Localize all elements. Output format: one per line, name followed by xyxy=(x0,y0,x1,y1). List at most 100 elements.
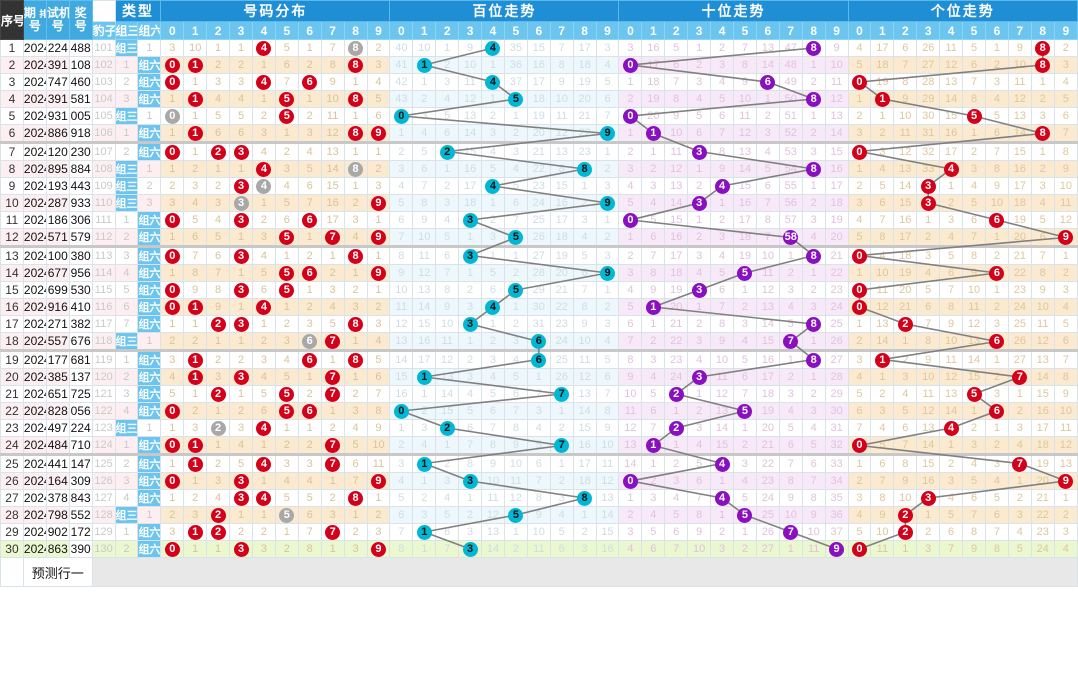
table-row[interactable]: 52024179931005105组三101552521116035132119… xyxy=(0,107,1078,125)
sub-header-units-8[interactable]: 8 xyxy=(1030,21,1055,40)
sub-header-units-5[interactable]: 5 xyxy=(962,21,986,40)
sub-header-units-2[interactable]: 2 xyxy=(893,21,918,40)
sub-header-units-6[interactable]: 6 xyxy=(984,21,1009,40)
table-row[interactable]: 1720241912713821177组六1123123583121510312… xyxy=(0,315,1078,333)
table-row[interactable]: 420241783915811043组六11441511085432412151… xyxy=(0,90,1078,108)
table-row[interactable]: 3020242048633901302组六0113328139817314211… xyxy=(0,540,1078,558)
sub-header-units-7[interactable]: 7 xyxy=(1007,21,1032,40)
table-row[interactable]: 182024192557676118组三12211236714131611123… xyxy=(0,332,1078,351)
col-header-index[interactable]: 序号 xyxy=(0,0,24,40)
table-row[interactable]: 92024183193443109组三223234461513472174523… xyxy=(0,177,1078,195)
cell-issue[interactable]: 2024178 xyxy=(22,90,47,108)
table-row[interactable]: 220241763911081021组六01221628834112101361… xyxy=(0,56,1078,74)
cell-issue[interactable]: 2024201 xyxy=(22,489,47,507)
cell-issue[interactable]: 2024179 xyxy=(22,107,47,125)
sub-header-distribution-5[interactable]: 5 xyxy=(274,21,299,40)
cell-issue[interactable]: 2024203 xyxy=(22,523,47,541)
sub-header-distribution-1[interactable]: 1 xyxy=(183,21,208,40)
table-row[interactable]: 2720242013788431274组六1243455281524111128… xyxy=(0,489,1078,507)
table-row[interactable]: 2120241956517251213组六5121552727161144567… xyxy=(0,385,1078,403)
table-row[interactable]: 102024184287933110组三33433157162958318162… xyxy=(0,194,1078,212)
sub-header-hundreds-2[interactable]: 2 xyxy=(435,21,460,40)
cell-issue[interactable]: 2024183 xyxy=(22,177,47,195)
sub-header-tens-9[interactable]: 9 xyxy=(824,21,849,40)
sub-header-tens-2[interactable]: 2 xyxy=(664,21,689,40)
sub-header-units-1[interactable]: 1 xyxy=(870,21,895,40)
sub-header-hundreds-9[interactable]: 9 xyxy=(595,21,620,40)
table-row[interactable]: 2520241994411471252组六1125433761131289106… xyxy=(0,453,1078,473)
cell-issue[interactable]: 2024202 xyxy=(22,506,47,524)
table-row[interactable]: 2420241984847101241组六0114122751024178957… xyxy=(0,436,1078,455)
table-row[interactable]: 1520241896995301155组六0983651321101382652… xyxy=(0,281,1078,299)
cell-issue[interactable]: 2024182 xyxy=(22,160,47,178)
sub-header-tens-5[interactable]: 5 xyxy=(733,21,757,40)
col-header-try[interactable]: 试机 号 xyxy=(45,0,70,40)
sub-header-leopard[interactable]: 豹子 xyxy=(91,21,116,40)
table-row[interactable]: 620241808869181061组六11663131289146143220… xyxy=(0,124,1078,143)
table-row[interactable]: 2020241943851371202组六4133451716151133451… xyxy=(0,368,1078,386)
table-row[interactable]: 1620241909164101166组六0191412432111493413… xyxy=(0,298,1078,316)
sub-header-distribution-4[interactable]: 4 xyxy=(251,21,276,40)
cell-issue[interactable]: 2024176 xyxy=(22,56,47,74)
table-row[interactable]: 1420241886779561144组六1871556219912715228… xyxy=(0,264,1078,282)
sub-header-group3[interactable]: 组三 xyxy=(114,21,139,40)
table-row[interactable]: 282024202798552128组三12321156312635212594… xyxy=(0,506,1078,524)
sub-header-hundreds-5[interactable]: 5 xyxy=(503,21,528,40)
table-row[interactable]: 82024182895884108组三112114351482361165422… xyxy=(0,160,1078,178)
sub-header-hundreds-3[interactable]: 3 xyxy=(458,21,483,40)
cell-issue[interactable]: 2024195 xyxy=(22,385,47,403)
cell-issue[interactable]: 2024177 xyxy=(22,73,47,91)
table-row[interactable]: 12024175224488101组三131011451782401019435… xyxy=(0,39,1078,57)
cell-issue[interactable]: 2024180 xyxy=(22,124,47,143)
cell-issue[interactable]: 2024186 xyxy=(22,228,47,247)
table-row[interactable]: 1220241865715791122组六1651351749710513526… xyxy=(0,228,1078,247)
cell-issue[interactable]: 2024189 xyxy=(22,281,47,299)
sub-header-units-3[interactable]: 3 xyxy=(916,21,941,40)
sub-header-hundreds-4[interactable]: 4 xyxy=(481,21,505,40)
sub-header-tens-4[interactable]: 4 xyxy=(710,21,734,40)
col-header-prize[interactable]: 奖 号 xyxy=(68,0,93,40)
sub-header-units-0[interactable]: 0 xyxy=(847,21,872,40)
sub-header-distribution-9[interactable]: 9 xyxy=(366,21,391,40)
cell-issue[interactable]: 2024193 xyxy=(22,349,47,369)
cell-issue[interactable]: 2024192 xyxy=(22,332,47,351)
table-row[interactable]: 1120241851863061111组六0543266173169432725… xyxy=(0,211,1078,229)
sort-icon[interactable]: 排序 xyxy=(39,9,45,19)
cell-issue[interactable]: 2024197 xyxy=(22,419,47,437)
cell-issue[interactable]: 2024198 xyxy=(22,436,47,455)
sub-header-distribution-3[interactable]: 3 xyxy=(229,21,253,40)
cell-issue[interactable]: 2024199 xyxy=(22,453,47,473)
sub-header-tens-6[interactable]: 6 xyxy=(755,21,780,40)
table-row[interactable]: 1920241931776811191组六3122346185141712234… xyxy=(0,349,1078,369)
cell-issue[interactable]: 2024194 xyxy=(22,368,47,386)
cell-issue[interactable]: 2024184 xyxy=(22,194,47,212)
sub-header-tens-8[interactable]: 8 xyxy=(801,21,826,40)
sub-header-distribution-2[interactable]: 2 xyxy=(206,21,231,40)
sub-header-tens-1[interactable]: 1 xyxy=(641,21,666,40)
sub-header-hundreds-0[interactable]: 0 xyxy=(389,21,414,40)
sub-header-hundreds-1[interactable]: 1 xyxy=(412,21,437,40)
cell-issue[interactable]: 2024196 xyxy=(22,402,47,420)
sub-header-tens-0[interactable]: 0 xyxy=(618,21,643,40)
table-row[interactable]: 2220241968280561224组六0212656138021556731… xyxy=(0,402,1078,420)
cell-issue[interactable]: 2024181 xyxy=(22,141,47,161)
sub-header-distribution-6[interactable]: 6 xyxy=(297,21,322,40)
sub-header-distribution-7[interactable]: 7 xyxy=(320,21,345,40)
table-row[interactable]: 720241811202301072组六01234241311252154321… xyxy=(0,141,1078,161)
sub-header-hundreds-8[interactable]: 8 xyxy=(572,21,597,40)
cell-issue[interactable]: 2024190 xyxy=(22,298,47,316)
sub-header-hundreds-7[interactable]: 7 xyxy=(549,21,574,40)
sub-header-group6[interactable]: 组六 xyxy=(137,21,162,40)
col-header-issue[interactable]: 期 排序 号 xyxy=(22,0,47,40)
cell-issue[interactable]: 2024200 xyxy=(22,472,47,490)
cell-issue[interactable]: 2024188 xyxy=(22,264,47,282)
sub-header-hundreds-6[interactable]: 6 xyxy=(526,21,551,40)
cell-issue[interactable]: 2024187 xyxy=(22,245,47,265)
table-row[interactable]: 2920242039021721291组六3122217723716313110… xyxy=(0,523,1078,541)
cell-issue[interactable]: 2024204 xyxy=(22,540,47,558)
sub-header-units-9[interactable]: 9 xyxy=(1053,21,1078,40)
cell-issue[interactable]: 2024191 xyxy=(22,315,47,333)
table-row[interactable]: 1320241871003801133组六0763412181811631127… xyxy=(0,245,1078,265)
sub-header-distribution-0[interactable]: 0 xyxy=(160,21,185,40)
table-row[interactable]: 232024197497224123组三11323411249132678421… xyxy=(0,419,1078,437)
